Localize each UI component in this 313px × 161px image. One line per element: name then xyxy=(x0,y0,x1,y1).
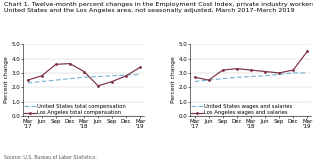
Text: Source: U.S. Bureau of Labor Statistics.: Source: U.S. Bureau of Labor Statistics. xyxy=(4,155,97,160)
Legend: United States wages and salaries, Los Angeles wages and salaries: United States wages and salaries, Los An… xyxy=(191,104,292,115)
United States total compensation xyxy=(40,80,44,82)
United States wages and salaries xyxy=(277,73,281,75)
Los Angeles total compensation xyxy=(96,85,100,87)
United States total compensation xyxy=(82,76,86,78)
United States total compensation xyxy=(110,75,114,77)
Los Angeles wages and salaries xyxy=(305,51,309,52)
United States wages and salaries xyxy=(221,78,225,80)
United States total compensation xyxy=(96,76,100,77)
United States total compensation xyxy=(54,79,58,81)
United States wages and salaries xyxy=(263,75,267,77)
Los Angeles total compensation xyxy=(110,80,114,82)
Los Angeles total compensation xyxy=(40,75,44,77)
Los Angeles wages and salaries xyxy=(221,69,225,71)
Los Angeles total compensation xyxy=(138,66,142,68)
United States wages and salaries xyxy=(193,80,197,82)
United States wages and salaries xyxy=(235,76,239,78)
United States total compensation xyxy=(68,78,72,80)
Los Angeles wages and salaries xyxy=(235,68,239,70)
United States wages and salaries xyxy=(207,79,211,81)
Los Angeles total compensation xyxy=(26,79,29,81)
United States wages and salaries xyxy=(291,72,295,74)
Line: United States wages and salaries: United States wages and salaries xyxy=(195,73,307,81)
Line: Los Angeles total compensation: Los Angeles total compensation xyxy=(27,63,141,86)
Text: Chart 1. Twelve-month percent changes in the Employment Cost Index, private indu: Chart 1. Twelve-month percent changes in… xyxy=(4,2,313,13)
Legend: United States total compensation, Los Angeles total compensation: United States total compensation, Los An… xyxy=(24,104,126,115)
Los Angeles wages and salaries xyxy=(249,69,253,71)
Line: United States total compensation: United States total compensation xyxy=(28,74,140,83)
Los Angeles wages and salaries xyxy=(263,71,267,72)
United States total compensation xyxy=(138,73,142,75)
Los Angeles wages and salaries xyxy=(291,69,295,71)
Y-axis label: Percent change: Percent change xyxy=(172,57,177,104)
United States total compensation xyxy=(124,74,128,76)
Los Angeles wages and salaries xyxy=(193,76,197,78)
Los Angeles wages and salaries xyxy=(207,79,211,81)
Y-axis label: Percent change: Percent change xyxy=(4,57,9,104)
Los Angeles total compensation xyxy=(124,75,128,77)
Los Angeles total compensation xyxy=(54,63,58,65)
Line: Los Angeles wages and salaries: Los Angeles wages and salaries xyxy=(194,51,308,81)
United States total compensation xyxy=(26,82,29,84)
Los Angeles total compensation xyxy=(82,71,86,72)
Los Angeles total compensation xyxy=(68,63,72,65)
United States wages and salaries xyxy=(305,72,309,74)
United States wages and salaries xyxy=(249,76,253,77)
Los Angeles wages and salaries xyxy=(277,72,281,74)
